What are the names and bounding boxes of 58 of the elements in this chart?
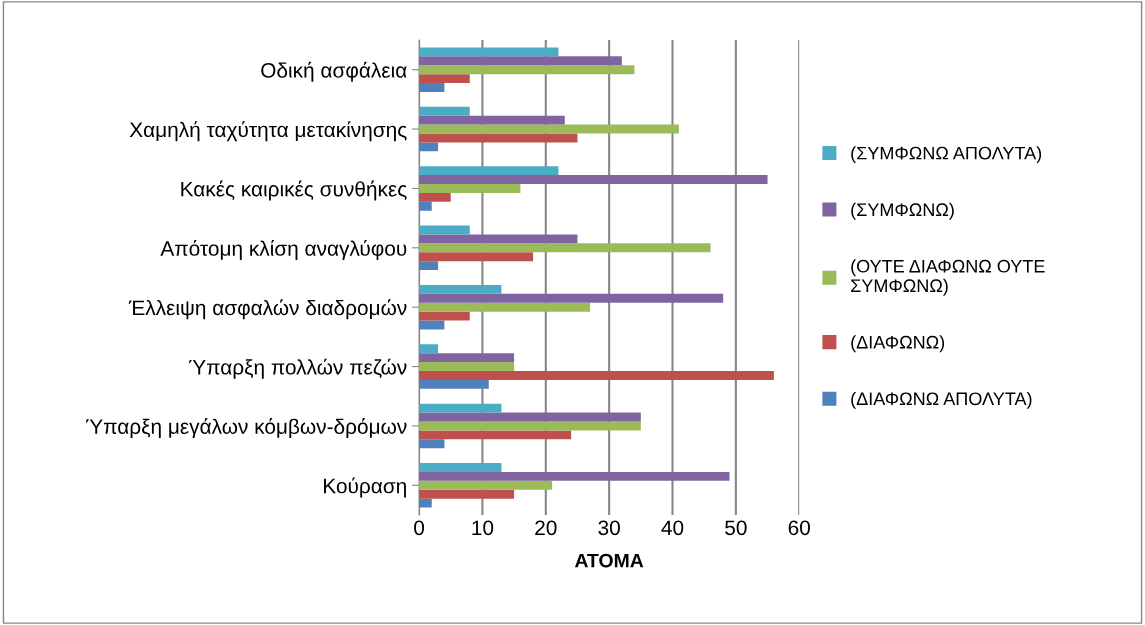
bar xyxy=(419,353,515,363)
bar xyxy=(419,379,489,389)
x-tick-label: 40 xyxy=(661,520,684,536)
bar xyxy=(419,106,470,116)
bar xyxy=(419,362,515,372)
bar xyxy=(419,421,641,431)
bar xyxy=(419,183,521,193)
bar xyxy=(419,403,502,413)
x-axis-title: ΑΤΟΜΑ xyxy=(574,553,644,568)
bar xyxy=(419,261,439,271)
bar xyxy=(419,430,572,440)
y-tick-label: Οδική ασφάλεια xyxy=(261,61,407,82)
y-tick-label: Απότομη κλίση αναγλύφου xyxy=(160,239,407,260)
bar xyxy=(419,489,515,499)
x-tick-label: 30 xyxy=(598,520,620,536)
bar xyxy=(419,439,445,449)
bar xyxy=(419,201,432,211)
legend-label: (ΣΥΜΦΩΝΩ ΑΠΟΛΥΤΑ) xyxy=(851,146,1042,164)
bar xyxy=(419,371,774,380)
bar xyxy=(419,252,534,262)
legend-label: (ΔΙΑΦΩΝΩ) xyxy=(851,335,945,353)
bar xyxy=(419,302,591,312)
bar xyxy=(419,480,553,490)
x-tick-label: 0 xyxy=(414,520,425,536)
bar xyxy=(419,498,432,508)
bar xyxy=(419,192,451,202)
x-tick-label: 10 xyxy=(472,520,494,536)
bar xyxy=(419,284,502,294)
bar xyxy=(419,74,470,84)
x-tick-label: 20 xyxy=(535,520,557,536)
bar xyxy=(419,47,559,57)
y-tick-label: Κούραση xyxy=(324,477,406,498)
y-tick-label: Έλλειψη ασφαλών διαδρομών xyxy=(128,299,407,320)
bar xyxy=(419,243,711,253)
y-tick-label: Κακές καιρικές συνθήκες xyxy=(181,180,407,201)
bar xyxy=(419,142,439,152)
bar xyxy=(419,471,730,481)
bar xyxy=(419,124,679,134)
bar xyxy=(419,83,445,92)
bar xyxy=(419,311,470,321)
bar xyxy=(419,344,439,354)
y-tick-label: Ύπαρξη πολλών πεζών xyxy=(189,358,407,379)
x-tick-label: 50 xyxy=(725,520,747,536)
bar xyxy=(419,175,768,184)
bar xyxy=(419,412,641,422)
legend-label: (ΟΥΤΕ ΔΙΑΦΩΝΩ ΟΥΤΕ ΣΥΜΦΩΝΩ) xyxy=(851,259,1045,296)
bar xyxy=(419,234,578,244)
bar xyxy=(419,293,724,303)
bar xyxy=(419,115,565,125)
bar xyxy=(419,166,559,176)
y-tick-label: Ύπαρξη μεγάλων κόμβων-δρόμων xyxy=(86,418,407,439)
bar xyxy=(419,56,622,66)
legend-label: (ΣΥΜΦΩΝΩ) xyxy=(851,202,954,220)
y-tick-label: Χαμηλή ταχύτητα μετακίνησης xyxy=(129,121,407,142)
bar xyxy=(419,65,635,75)
legend-label: (ΔΙΑΦΩΝΩ ΑΠΟΛΥΤΑ) xyxy=(851,391,1032,409)
bar xyxy=(419,463,502,472)
x-tick-label: 60 xyxy=(788,520,810,536)
